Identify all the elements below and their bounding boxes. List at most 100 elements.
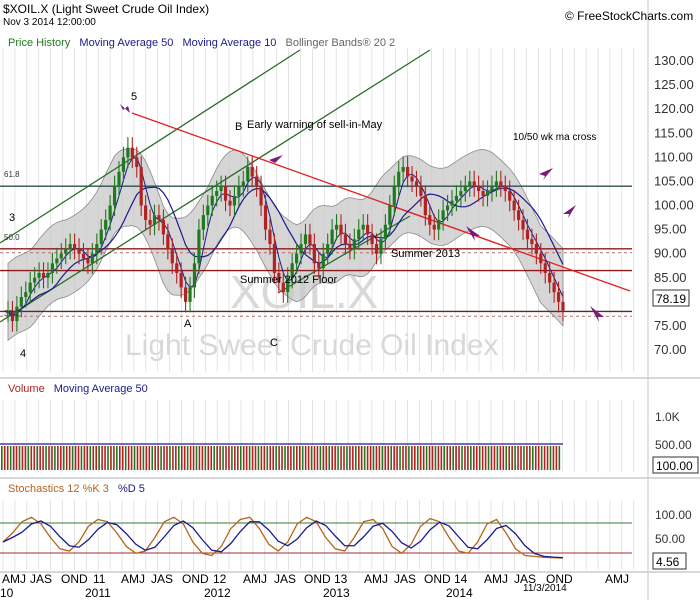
x-year-label: 2012 xyxy=(204,586,231,600)
volume-bar xyxy=(293,446,295,470)
volume-bar xyxy=(278,446,280,470)
ma10-line xyxy=(7,156,564,317)
arrow-icon xyxy=(590,306,604,322)
price-bar-body xyxy=(46,272,50,278)
volume-bar xyxy=(411,446,413,470)
volume-bar xyxy=(313,446,316,470)
volume-bar xyxy=(54,446,56,470)
stoch-last-value: 4.56 xyxy=(656,555,680,569)
volume-bar xyxy=(301,446,304,470)
legend-bollinger[interactable]: Bollinger Bands® 20 2 xyxy=(285,37,396,49)
volume-bar xyxy=(80,446,83,470)
price-bar-body xyxy=(343,234,348,245)
price-bar-body xyxy=(135,157,139,167)
price-bar-body xyxy=(450,200,454,206)
price-bar-body xyxy=(188,287,192,302)
price-bar-body xyxy=(517,210,521,220)
legend-volume[interactable]: Volume xyxy=(8,383,45,395)
price-bar-body xyxy=(370,234,374,245)
volume-bar xyxy=(475,446,478,470)
volume-bar xyxy=(3,446,6,470)
price-bar-body xyxy=(104,219,108,230)
price-bar-body xyxy=(37,272,41,278)
price-bar-body xyxy=(130,147,134,158)
price-bar-body xyxy=(241,181,245,187)
volume-bar xyxy=(378,446,381,470)
volume-bar xyxy=(163,446,165,470)
green-channel-upper xyxy=(0,49,301,244)
price-bar-body xyxy=(556,292,561,302)
volume-bar xyxy=(48,446,50,470)
legend-ma10[interactable]: Moving Average 10 xyxy=(182,37,277,49)
legend-price-history[interactable]: Price History xyxy=(8,37,71,49)
volume-bar xyxy=(21,446,24,470)
volume-bar xyxy=(319,446,322,470)
volume-bar xyxy=(18,446,21,470)
x-axis: AMJ JAS OND 11 AMJ JAS OND 12 AMJ JAS OND 13 AMJ JAS O… xyxy=(0,572,629,600)
volume-bar xyxy=(508,446,510,470)
volume-bar xyxy=(136,446,139,470)
price-bar-body xyxy=(454,195,459,201)
volume-bar xyxy=(534,446,537,470)
volume-bar xyxy=(408,446,410,470)
volume-bar xyxy=(71,446,74,470)
price-bar-body xyxy=(397,171,401,187)
volume-bar xyxy=(337,446,339,470)
volume-bar xyxy=(381,446,384,470)
volume-bar xyxy=(414,446,416,470)
price-bar-body xyxy=(250,166,254,177)
volume-bar xyxy=(275,446,277,470)
volume-bar xyxy=(242,446,245,470)
volume-bar xyxy=(207,446,210,470)
price-tick-label: 105.00 xyxy=(654,173,694,188)
annotation-arrows xyxy=(120,104,604,322)
volume-bar xyxy=(12,446,15,470)
price-bar-body xyxy=(148,219,152,225)
x-tick-label: 13 xyxy=(334,572,348,586)
price-bar-body xyxy=(334,224,339,230)
volume-bar xyxy=(239,446,242,470)
volume-bar xyxy=(183,446,186,470)
arrow-icon xyxy=(269,155,283,166)
volume-bar xyxy=(307,446,310,470)
price-bar-body xyxy=(534,244,538,254)
price-bar-body xyxy=(277,272,281,283)
price-bar-body xyxy=(419,186,423,196)
volume-bar xyxy=(422,446,425,470)
price-bar-body xyxy=(299,244,303,254)
volume-bar xyxy=(343,446,345,470)
volume-bar xyxy=(107,446,109,470)
price-bar-body xyxy=(41,272,46,278)
price-bar-body xyxy=(392,186,396,206)
volume-bar xyxy=(225,446,227,470)
volume-bar xyxy=(68,446,71,470)
arrow-icon xyxy=(563,205,576,218)
volume-bar xyxy=(234,446,236,470)
legend-stoch-k[interactable]: Stochastics 12 %K 3 xyxy=(8,483,109,495)
price-bar-body xyxy=(490,186,494,192)
price-bar-body xyxy=(28,282,32,293)
price-bar-body xyxy=(108,205,112,220)
ma50-line xyxy=(7,186,564,318)
price-bar-body xyxy=(73,244,77,249)
volume-bar xyxy=(27,446,30,470)
volume-bar xyxy=(366,446,369,470)
volume-bar xyxy=(231,446,233,470)
legend-stoch-d[interactable]: %D 5 xyxy=(117,483,145,495)
legend-ma50[interactable]: Moving Average 50 xyxy=(79,37,174,49)
price-bar-body xyxy=(308,234,312,245)
x-tick-label: JAS xyxy=(151,572,173,586)
price-bar-body xyxy=(530,239,534,245)
volume-bar xyxy=(42,446,44,470)
green-channel-lower xyxy=(0,49,431,323)
volume-tick-500: 500.00 xyxy=(655,438,692,452)
price-bar-body xyxy=(223,186,228,201)
arrow-icon xyxy=(539,168,553,180)
legend-volume-ma50[interactable]: Moving Average 50 xyxy=(53,383,148,395)
price-tick-label: 95.00 xyxy=(654,222,687,237)
price-bar-body xyxy=(10,311,15,322)
volume-bar xyxy=(145,446,148,470)
price-bar-body xyxy=(268,229,272,245)
volume-bar xyxy=(552,446,555,470)
volume-bar xyxy=(263,446,266,470)
